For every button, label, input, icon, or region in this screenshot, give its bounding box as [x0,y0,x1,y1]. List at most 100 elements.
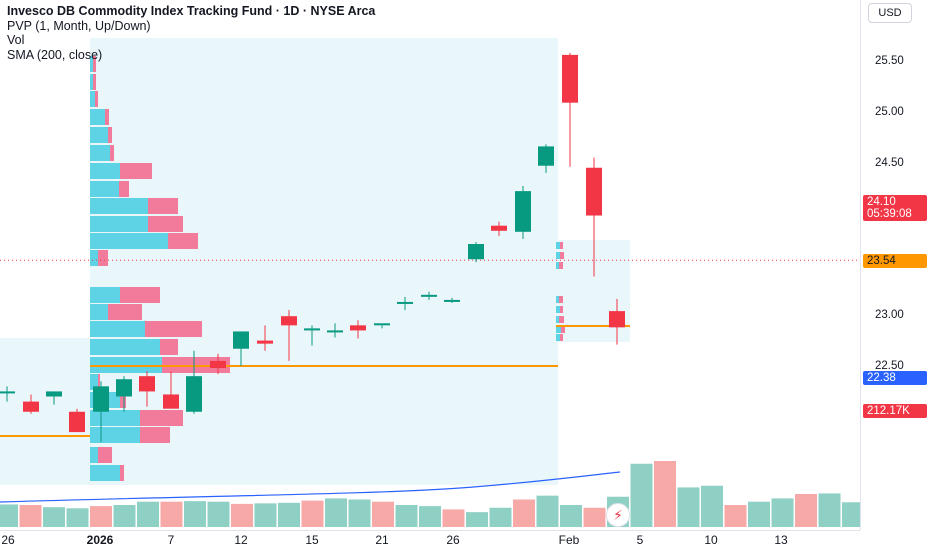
profile-bar-down [98,447,112,463]
volume-bar [66,508,89,527]
profile-bar-up [90,410,140,426]
profile-bar-up [90,181,119,197]
profile-bar-up [90,74,93,90]
volume-bar [795,494,817,527]
volume-bar [442,509,465,527]
candle-up [397,301,413,304]
time-tick: 15 [305,533,319,547]
time-tick: 2026 [86,533,114,547]
price-axis[interactable]: 25.50 25.00 24.50 23.00 22.50 24.10 05:3… [860,0,932,530]
profile-bar-down [560,334,563,341]
volume-bar [654,461,676,527]
profile-bar-up [90,56,93,72]
profile-bar-down [95,91,98,107]
profile-bar-down [93,56,96,72]
candle-up [304,328,320,331]
price-line-badge: 23.54 [863,254,927,268]
candle-down [23,401,39,412]
profile-bar-up [90,374,98,390]
pvp-indicator-label[interactable]: PVP (1, Month, Up/Down) [7,18,151,33]
time-axis[interactable]: 26 2026 7 12 15 21 26 Feb 5 10 13 [0,530,860,551]
profile-bar-down [120,287,160,303]
volume-bar [466,512,488,527]
candle-down [350,325,366,331]
candle-up [46,391,62,397]
volume-bar [43,507,65,527]
time-tick: 26 [1,533,15,547]
profile-bar-down [160,339,178,355]
candle-down [586,167,602,216]
candle-down [491,225,507,231]
candle-down [139,376,155,392]
last-price-badge: 24.10 05:39:08 [863,195,927,221]
profile-bar-down [119,181,129,197]
profile-bar-up [556,326,561,333]
volume-bar [301,500,324,527]
profile-bar-up [556,242,560,249]
candle-down [281,316,297,326]
symbol-title[interactable]: Invesco DB Commodity Index Tracking Fund… [7,4,376,18]
time-tick: 12 [234,533,248,547]
volume-bar [325,498,347,527]
chart-canvas[interactable] [0,0,860,530]
profile-bar-down [148,216,183,232]
volume-bar [19,505,42,527]
candle-up [0,391,15,394]
profile-bar-up [90,287,120,303]
profile-bar-up [556,334,560,341]
volume-bar [583,507,606,527]
price-tick: 22.50 [875,360,904,372]
lightning-bolt-icon[interactable]: ⚡ [606,503,630,527]
volume-bar [231,503,253,527]
price-tick: 24.50 [875,157,904,169]
profile-bar-down [140,427,170,443]
time-tick: 21 [375,533,389,547]
profile-bar-up [90,339,160,355]
currency-button[interactable]: USD [868,3,912,23]
sma-indicator-label[interactable]: SMA (200, close) [7,47,103,62]
profile-bar-up [90,447,98,463]
volume-bar [137,501,159,527]
volume-bar [184,501,206,527]
volume-bar [207,501,230,527]
profile-bar-up [90,127,108,143]
candle-up [421,294,437,297]
time-tick: 7 [167,533,175,547]
profile-bar-up [90,321,145,337]
volume-bar [701,485,723,527]
candle-up [327,330,343,333]
volume-badge: 212.17K [863,404,927,418]
profile-bar-up [556,316,559,323]
candle-down [609,311,625,328]
volume-bar [536,495,559,527]
sma-badge: 22.38 [863,371,927,385]
volume-bar [724,505,747,527]
volume-indicator-label[interactable]: Vol [7,33,25,47]
profile-bar-up [90,198,148,214]
candle-up [468,244,484,260]
price-tick: 25.00 [875,106,904,118]
profile-bar-down [148,198,178,214]
last-price-value: 24.10 [867,196,896,208]
profile-bar-down [108,304,142,320]
profile-bar-up [90,109,105,125]
volume-bar [419,506,441,527]
price-chart[interactable] [0,0,860,530]
profile-bar-down [120,465,124,481]
profile-bar-down [560,306,563,313]
profile-bar-down [559,296,563,303]
time-tick: Feb [558,533,580,547]
volume-bar [395,505,418,527]
time-tick: 13 [774,533,788,547]
profile-bar-down [105,109,109,125]
profile-bar-down [559,316,564,323]
bar-countdown: 05:39:08 [867,208,912,220]
candle-up [444,299,460,302]
profile-bar-up [90,465,120,481]
candle-up [93,386,109,412]
volume-bar [160,501,183,527]
profile-bar-down [110,145,114,161]
candle-down [210,360,226,369]
candle-down [69,411,85,433]
price-tick: 25.50 [875,55,904,67]
